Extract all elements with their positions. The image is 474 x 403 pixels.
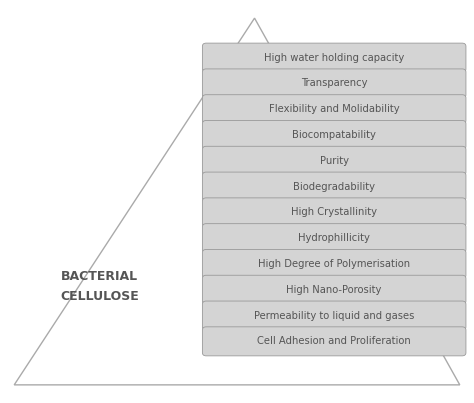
Text: Permeability to liquid and gases: Permeability to liquid and gases <box>254 311 414 320</box>
Text: Purity: Purity <box>319 156 349 166</box>
Text: Cell Adhesion and Proliferation: Cell Adhesion and Proliferation <box>257 337 411 346</box>
FancyBboxPatch shape <box>202 95 466 124</box>
FancyBboxPatch shape <box>202 43 466 72</box>
FancyBboxPatch shape <box>202 301 466 330</box>
Text: BACTERIAL: BACTERIAL <box>61 270 138 283</box>
FancyBboxPatch shape <box>202 224 466 253</box>
FancyBboxPatch shape <box>202 327 466 356</box>
Text: Flexibility and Molidability: Flexibility and Molidability <box>269 104 400 114</box>
FancyBboxPatch shape <box>202 249 466 278</box>
FancyBboxPatch shape <box>202 146 466 175</box>
FancyBboxPatch shape <box>202 198 466 227</box>
Text: Biodegradability: Biodegradability <box>293 182 375 191</box>
FancyBboxPatch shape <box>202 120 466 150</box>
Text: Biocompatability: Biocompatability <box>292 130 376 140</box>
FancyBboxPatch shape <box>202 172 466 201</box>
Text: Hydrophillicity: Hydrophillicity <box>298 233 370 243</box>
FancyBboxPatch shape <box>202 69 466 98</box>
FancyBboxPatch shape <box>202 275 466 304</box>
Text: High Degree of Polymerisation: High Degree of Polymerisation <box>258 259 410 269</box>
Text: High Nano-Porosity: High Nano-Porosity <box>286 285 382 295</box>
Text: High water holding capacity: High water holding capacity <box>264 53 404 62</box>
Text: Transparency: Transparency <box>301 79 367 88</box>
Text: High Crystallinity: High Crystallinity <box>291 208 377 217</box>
Text: CELLULOSE: CELLULOSE <box>60 290 139 303</box>
